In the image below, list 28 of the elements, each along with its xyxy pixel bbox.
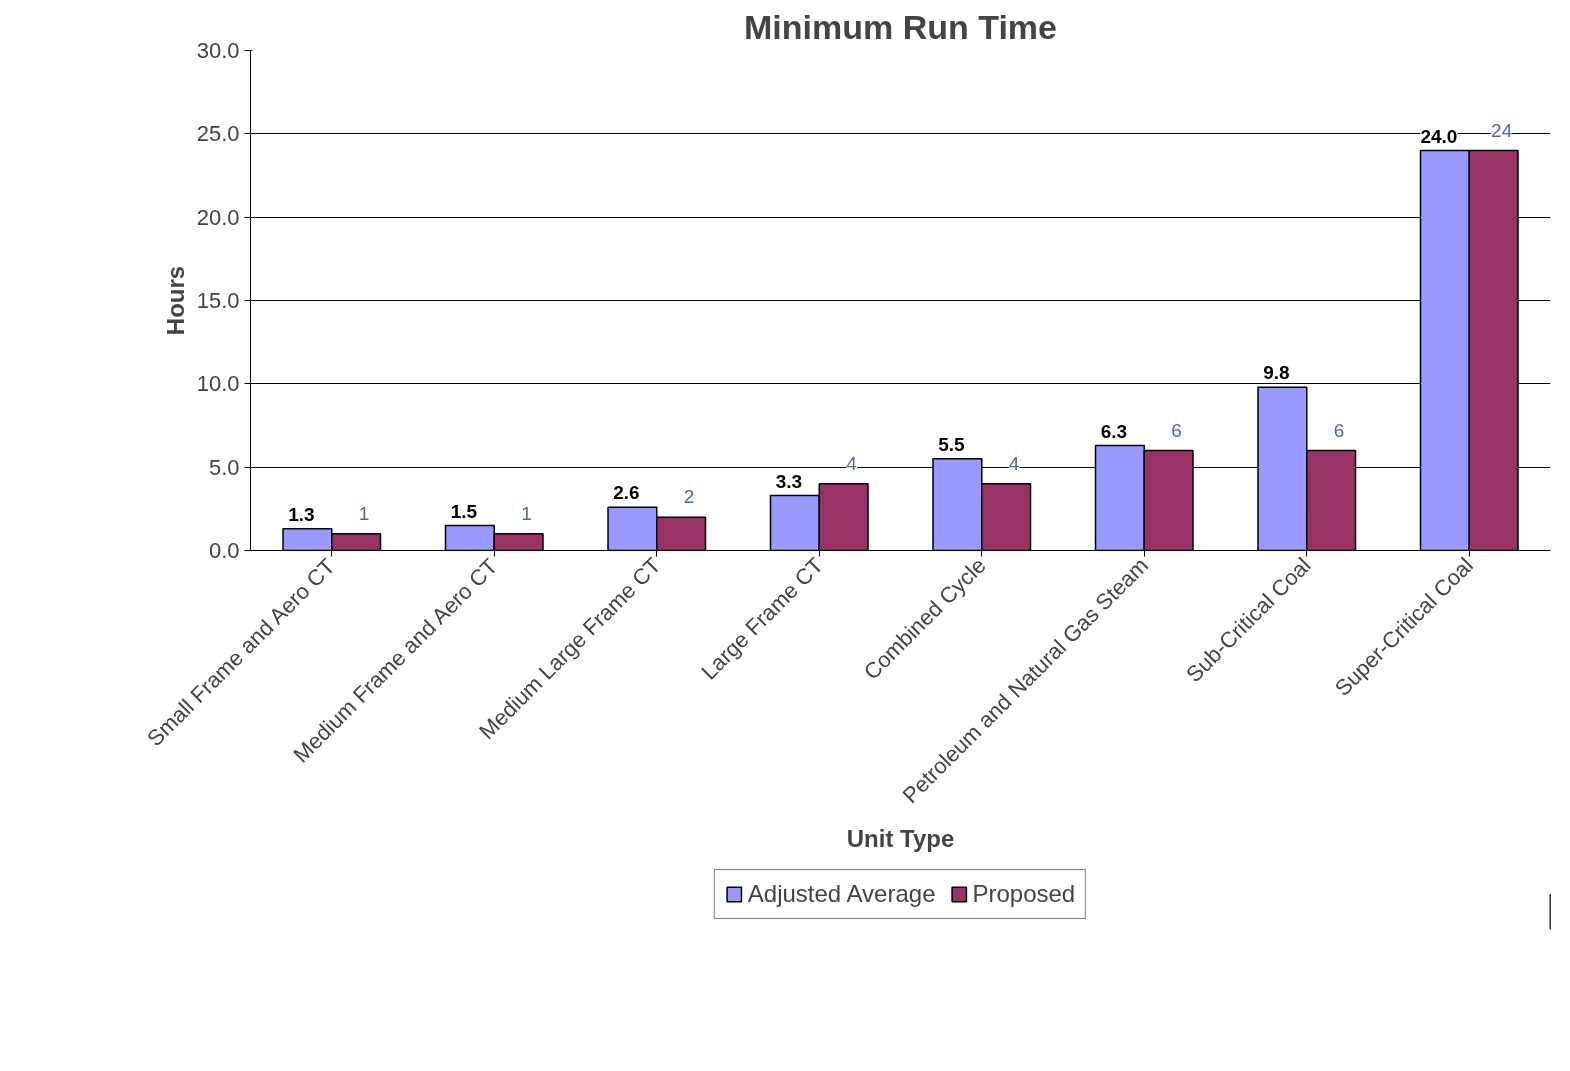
data-label: 1.3	[288, 503, 315, 525]
data-label: 1.5	[450, 500, 478, 522]
data-label: 1	[521, 502, 532, 524]
y-axis-title: Hours	[161, 265, 189, 336]
data-label: 6	[1333, 419, 1345, 441]
y-tick-label: 15.0	[196, 288, 240, 313]
legend-label: Adjusted Average	[747, 880, 936, 908]
y-tick-label: 25.0	[196, 121, 240, 147]
y-tick-label: 0.0	[208, 538, 240, 563]
data-label: 2.6	[613, 482, 640, 504]
legend-label: Proposed	[972, 880, 1076, 908]
x-axis-title: Unit Type	[846, 824, 955, 852]
data-label: 4	[1008, 452, 1020, 474]
y-tick-label: 5.0	[208, 454, 240, 480]
data-label: 4	[846, 452, 858, 474]
data-label: 2	[683, 486, 695, 508]
data-label: 6	[1171, 419, 1182, 441]
y-tick-label: 30.0	[196, 38, 240, 63]
data-label: 3.3	[775, 470, 803, 492]
data-label: 6.3	[1100, 420, 1128, 442]
data-label: 9.8	[1263, 362, 1290, 384]
data-label: 24.0	[1420, 125, 1458, 147]
data-label: 1	[358, 502, 370, 524]
chart-title: Minimum Run Time	[744, 7, 1057, 46]
y-tick-label: 20.0	[196, 204, 240, 230]
data-label: 5.5	[938, 433, 966, 455]
y-tick-label: 10.0	[196, 371, 240, 397]
data-label: 24	[1491, 119, 1513, 141]
